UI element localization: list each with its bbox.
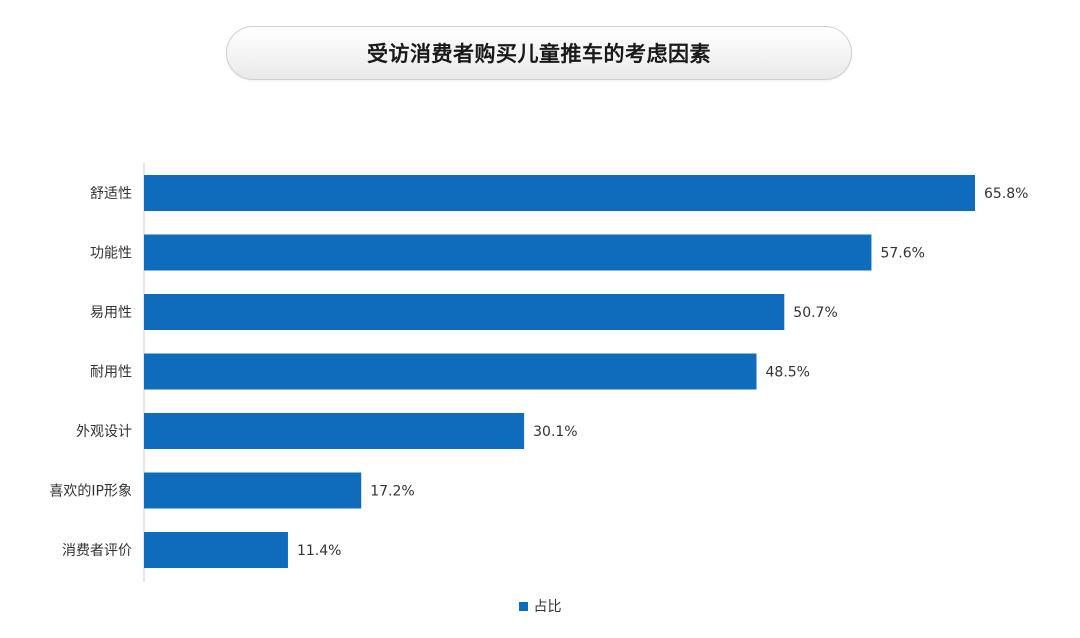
value-label-0: 65.8% [984,186,1028,202]
bar-4 [144,413,525,449]
bar-2 [144,294,785,330]
value-label-6: 11.4% [297,543,341,559]
value-label-5: 17.2% [370,484,414,500]
value-label-3: 48.5% [766,365,810,381]
bar-3 [144,353,757,390]
bar-5 [144,472,362,509]
category-label-5: 喜欢的IP形象 [49,484,132,500]
chart-title-banner: 受访消费者购买儿童推车的考虑因素 [226,26,852,80]
value-label-1: 57.6% [880,246,924,262]
legend-label: 占比 [533,599,562,615]
legend-swatch [518,601,528,611]
category-label-1: 功能性 [90,246,132,262]
category-label-3: 耐用性 [90,365,132,381]
chart-legend: 占比 [0,596,1080,616]
category-label-2: 易用性 [90,305,132,321]
bar-6 [144,532,288,568]
chart-title: 受访消费者购买儿童推车的考虑因素 [367,42,711,66]
category-label-0: 舒适性 [90,186,132,202]
value-label-4: 30.1% [533,424,577,440]
bar-0 [144,175,975,211]
category-label-6: 消费者评价 [62,543,132,559]
category-label-4: 外观设计 [76,424,132,440]
value-label-2: 50.7% [793,305,837,321]
bar-1 [144,234,872,271]
